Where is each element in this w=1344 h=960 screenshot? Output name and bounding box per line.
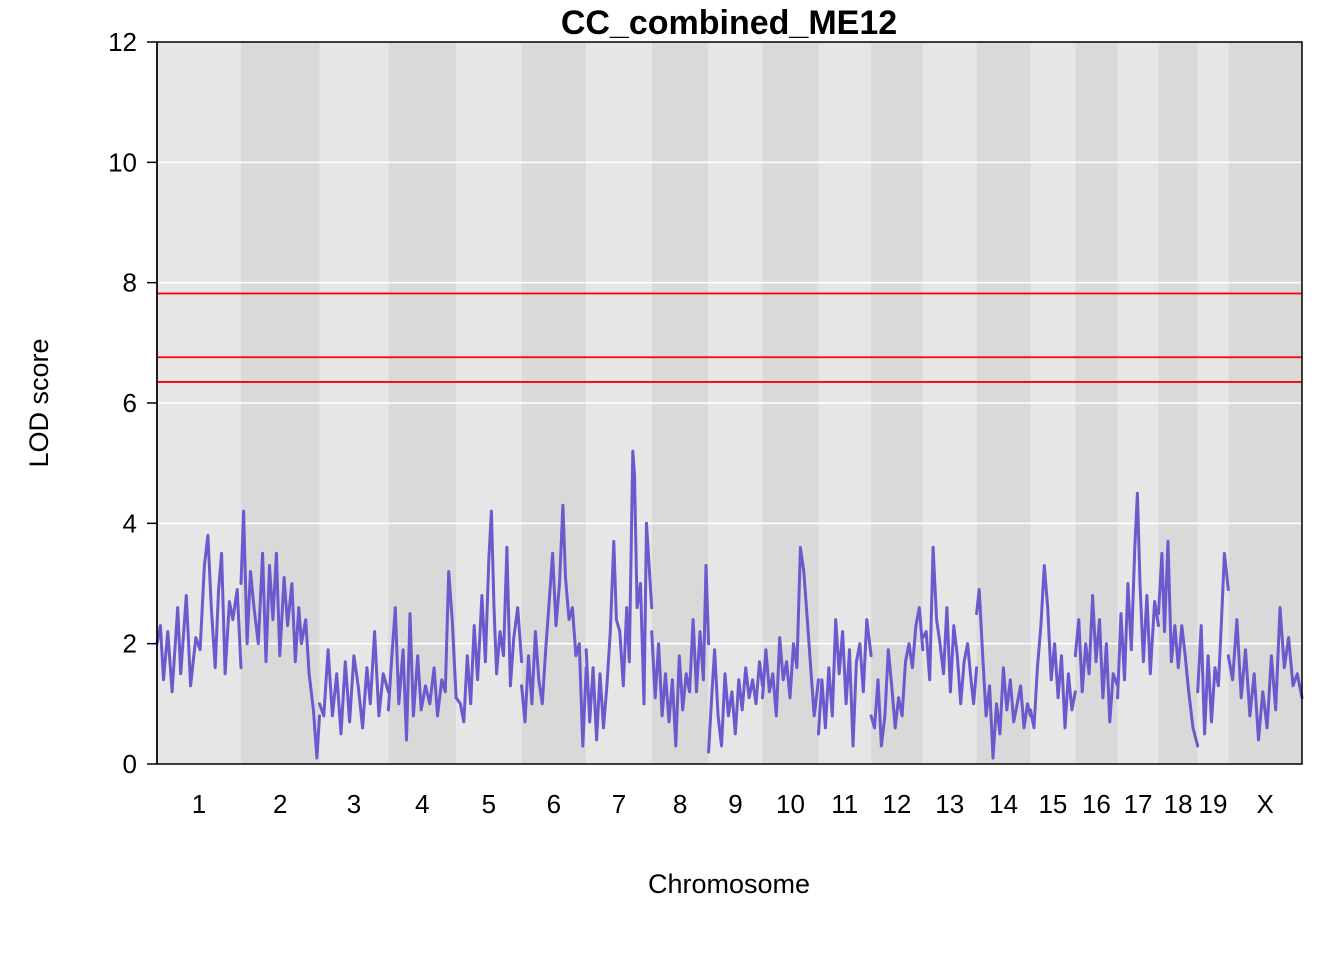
y-axis-title: LOD score	[24, 338, 54, 467]
x-tick-label-9: 9	[728, 789, 742, 819]
lod-line-chr-16	[1073, 594, 1120, 724]
x-tick-label-6: 6	[547, 789, 561, 819]
y-tick-label-8: 8	[123, 268, 137, 298]
x-tick-label-16: 16	[1082, 789, 1111, 819]
x-tick-label-1: 1	[192, 789, 206, 819]
y-tick-label-4: 4	[123, 508, 137, 538]
y-axis: 0 2 4 6 8 10 12	[108, 27, 158, 779]
y-tick-label-6: 6	[123, 388, 137, 418]
x-tick-label-13: 13	[935, 789, 964, 819]
x-tick-label-2: 2	[273, 789, 287, 819]
significance-thresholds	[157, 292, 1302, 383]
x-tick-label-X: X	[1256, 789, 1273, 819]
x-tick-labels: 1 2 3 4 5 6 7 8 9 10 11 12 13 14 15 16 17 18 19 X	[192, 789, 1274, 819]
lod-series	[155, 449, 1304, 760]
x-tick-label-14: 14	[989, 789, 1018, 819]
y-tick-label-12: 12	[108, 27, 137, 57]
lod-line-chr-2	[239, 509, 321, 760]
lod-line-chr-13	[921, 545, 979, 706]
lod-line-chr-14	[975, 588, 1032, 760]
lod-line-chr-17	[1116, 491, 1160, 700]
x-tick-label-4: 4	[415, 789, 429, 819]
x-tick-label-10: 10	[776, 789, 805, 819]
chart-title: CC_combined_ME12	[561, 4, 897, 42]
y-gridlines	[157, 161, 1302, 645]
lod-line-chr-6	[520, 503, 588, 748]
lod-line-chr-9	[707, 648, 764, 754]
lod-line-chr-19	[1196, 551, 1230, 736]
lod-line-chr-5	[454, 509, 524, 724]
x-tick-label-3: 3	[347, 789, 361, 819]
lod-line-chr-18	[1157, 539, 1200, 748]
x-tick-label-15: 15	[1038, 789, 1067, 819]
x-tick-label-8: 8	[673, 789, 687, 819]
x-tick-label-19: 19	[1199, 789, 1228, 819]
y-tick-label-2: 2	[123, 629, 137, 659]
y-tick-label-0: 0	[123, 749, 137, 779]
x-tick-label-12: 12	[882, 789, 911, 819]
x-tick-label-17: 17	[1124, 789, 1153, 819]
lod-line-chr-X	[1226, 606, 1304, 742]
lod-line-chr-4	[386, 570, 458, 742]
y-tick-label-10: 10	[108, 147, 137, 177]
lod-line-chr-15	[1029, 564, 1077, 730]
x-tick-label-7: 7	[612, 789, 626, 819]
x-tick-label-5: 5	[482, 789, 496, 819]
lod-line-chr-1	[155, 533, 243, 694]
lod-line-chr-11	[817, 618, 873, 748]
lod-line-chr-7	[584, 449, 654, 742]
x-axis-title: Chromosome	[648, 869, 810, 899]
x-tick-label-11: 11	[831, 789, 858, 819]
lod-line-chr-12	[869, 606, 925, 748]
lod-line-chr-3	[318, 630, 390, 736]
lod-line-chr-10	[761, 545, 820, 718]
lod-line-chr-8	[650, 564, 711, 748]
x-tick-label-18: 18	[1164, 789, 1193, 819]
